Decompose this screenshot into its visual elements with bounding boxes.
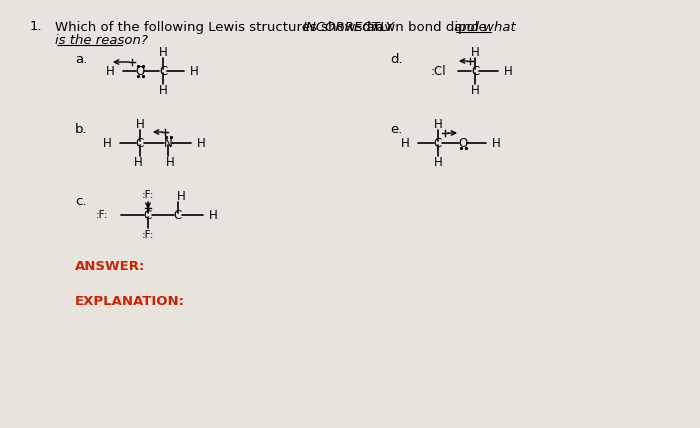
- Text: H: H: [176, 190, 186, 202]
- Text: H: H: [209, 208, 218, 222]
- Text: d.: d.: [390, 53, 402, 66]
- Text: H: H: [504, 65, 512, 77]
- Text: H: H: [470, 83, 480, 96]
- Text: H: H: [106, 65, 115, 77]
- Text: H: H: [134, 155, 142, 169]
- Text: O: O: [135, 65, 145, 77]
- Text: Which of the following Lewis structures shows an: Which of the following Lewis structures …: [55, 21, 388, 34]
- Text: H: H: [401, 137, 410, 149]
- Text: :Cl: :Cl: [430, 65, 446, 77]
- Text: e.: e.: [390, 123, 402, 136]
- Text: :F:: :F:: [142, 230, 154, 240]
- Text: H: H: [197, 137, 206, 149]
- Text: c.: c.: [75, 195, 87, 208]
- Text: :F:: :F:: [142, 190, 154, 200]
- Text: H: H: [470, 45, 480, 59]
- Text: C: C: [144, 208, 152, 222]
- Text: is the reason?: is the reason?: [55, 34, 148, 47]
- Text: C: C: [159, 65, 167, 77]
- Text: H: H: [159, 45, 167, 59]
- Text: H: H: [492, 137, 500, 149]
- Text: and what: and what: [454, 21, 516, 34]
- Text: O: O: [458, 137, 468, 149]
- Text: EXPLANATION:: EXPLANATION:: [75, 295, 185, 308]
- Text: drawn bond dipole: drawn bond dipole: [358, 21, 491, 34]
- Text: C: C: [434, 137, 442, 149]
- Text: b.: b.: [75, 123, 88, 136]
- Text: ANSWER:: ANSWER:: [75, 260, 146, 273]
- Text: a.: a.: [75, 53, 88, 66]
- Text: 1.: 1.: [30, 20, 43, 33]
- Text: H: H: [136, 118, 144, 131]
- Text: H: H: [190, 65, 199, 77]
- Text: C: C: [471, 65, 479, 77]
- Text: C: C: [136, 137, 144, 149]
- Text: H: H: [166, 155, 174, 169]
- Text: N: N: [164, 137, 172, 149]
- Text: H: H: [159, 83, 167, 96]
- Text: H: H: [433, 155, 442, 169]
- Text: :F:: :F:: [96, 210, 108, 220]
- Text: INCORRECTLY: INCORRECTLY: [302, 21, 394, 34]
- Text: H: H: [104, 137, 112, 149]
- Text: H: H: [433, 118, 442, 131]
- Text: C: C: [174, 208, 182, 222]
